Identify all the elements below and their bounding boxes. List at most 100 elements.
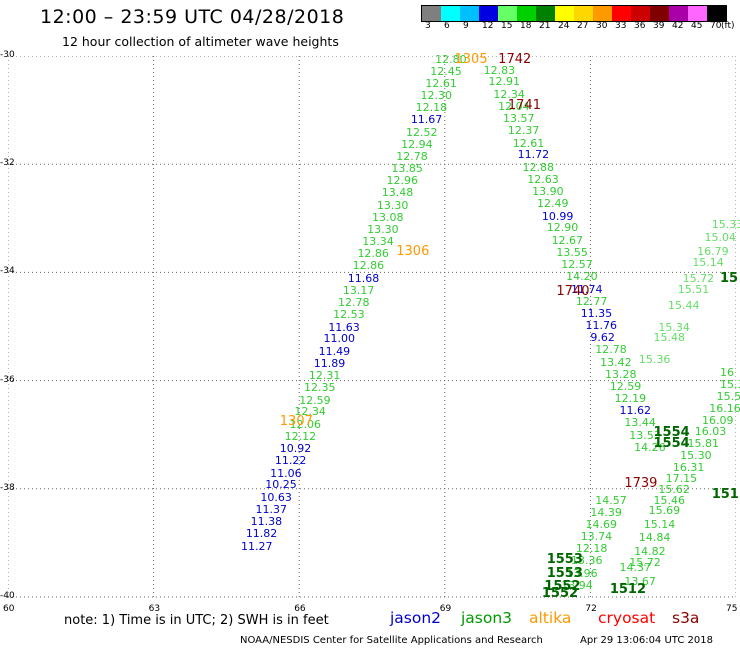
swh-value: 12.63 bbox=[527, 172, 559, 186]
swh-value: 11.27 bbox=[240, 539, 273, 553]
s3a-time-label: 151 bbox=[711, 487, 739, 503]
swh-value: 15.36 bbox=[638, 352, 671, 366]
lon-tick-label: 63 bbox=[148, 604, 161, 614]
swh-value: 11.74 bbox=[570, 282, 603, 296]
swh-value: 11.76 bbox=[585, 318, 618, 332]
swh-value: 15.62 bbox=[658, 482, 690, 496]
swh-value: 14.57 bbox=[595, 493, 627, 507]
swh-value: 12.61 bbox=[425, 77, 457, 91]
swh-value: 12.35 bbox=[304, 381, 336, 395]
colorbar-swatch bbox=[669, 6, 688, 21]
swh-value: 15.44 bbox=[668, 298, 700, 312]
swh-value: 15.30 bbox=[680, 449, 712, 463]
swh-value: 12.18 bbox=[415, 101, 448, 115]
lat-tick-label: -30 bbox=[0, 50, 15, 60]
swh-value: 13.53 bbox=[629, 428, 661, 442]
swh-value: 12.30 bbox=[420, 88, 453, 102]
swh-value: 12.78 bbox=[338, 296, 370, 310]
colorbar-swatch bbox=[536, 6, 555, 21]
swh-value: 12.37 bbox=[507, 124, 540, 138]
colorbar-swatch bbox=[517, 6, 536, 21]
swh-value: 11.38 bbox=[250, 515, 283, 529]
swh-value: 15.14 bbox=[692, 255, 724, 269]
swh-value: 12.19 bbox=[614, 391, 647, 405]
colorbar-tick-label: 18 bbox=[520, 21, 532, 31]
swh-value: 13.28 bbox=[604, 367, 637, 381]
colorbar-swatch bbox=[441, 6, 460, 21]
swh-value: 11.62 bbox=[619, 404, 652, 418]
swh-value: 13.57 bbox=[503, 112, 535, 126]
swh-value: 16.16 bbox=[709, 401, 740, 415]
units-note: note: 1) Time is in UTC; 2) SWH is in fe… bbox=[64, 613, 329, 628]
swh-value: 13.48 bbox=[381, 186, 414, 200]
swh-value: 15.34 bbox=[658, 320, 690, 334]
swh-value: 12.86 bbox=[352, 259, 385, 273]
colorbar-tick-label: 33 bbox=[615, 21, 627, 31]
s3a-time-label: 1552 bbox=[544, 579, 581, 595]
cryosat-time-label: 1742 bbox=[498, 51, 532, 67]
s3a-time-label: 1552 bbox=[541, 586, 579, 602]
colorbar-swatch bbox=[555, 6, 574, 21]
cryosat-time-label: 1740 bbox=[556, 284, 590, 300]
colorbar-swatch bbox=[593, 6, 612, 21]
swh-value: 11.82 bbox=[245, 527, 278, 541]
colorbar-tick-label: 21 bbox=[539, 21, 551, 31]
swh-value: 12.49 bbox=[537, 197, 569, 211]
lon-tick-label: 66 bbox=[294, 604, 306, 614]
swh-value: 15.69 bbox=[648, 504, 681, 518]
swh-value: 12.06 bbox=[289, 417, 321, 431]
swh-value: 12.77 bbox=[575, 294, 608, 308]
swh-value: 12.52 bbox=[405, 125, 438, 139]
swh-value: 11.22 bbox=[274, 454, 307, 468]
swh-value: 13.36 bbox=[570, 554, 603, 568]
colorbar-swatch bbox=[612, 6, 631, 21]
swh-value: 9.62 bbox=[590, 331, 615, 345]
s3a-time-label: 15 bbox=[720, 270, 739, 286]
swh-value: 12.96 bbox=[386, 174, 419, 188]
s3a-time-label: 1553 bbox=[546, 565, 583, 581]
cryosat-time-label: 1741 bbox=[507, 97, 541, 113]
colorbar-tick-label: 36 bbox=[634, 21, 646, 31]
swh-value: 13.67 bbox=[624, 574, 656, 588]
colorbar-unit: (ft) bbox=[721, 21, 735, 31]
page-title: 12:00 – 23:59 UTC 04/28/2018 bbox=[40, 6, 345, 28]
swh-value: 12.83 bbox=[483, 63, 516, 77]
swh-value: 11.72 bbox=[517, 148, 550, 162]
swh-value: 12.34 bbox=[294, 405, 326, 419]
footer-credit: NOAA/NESDIS Center for Satellite Applica… bbox=[240, 635, 543, 646]
swh-value: 11.67 bbox=[410, 113, 443, 127]
swh-value: 11.89 bbox=[313, 356, 346, 370]
colorbar-tick-label: 30 bbox=[596, 21, 608, 31]
swh-value: 16.09 bbox=[702, 413, 734, 427]
colorbar-tick-label: 12 bbox=[482, 21, 494, 31]
swh-value: 12.59 bbox=[299, 393, 331, 407]
swh-value: 12.45 bbox=[430, 64, 462, 78]
legend-cryosat: cryosat bbox=[598, 609, 656, 627]
swh-value: 13.94 bbox=[561, 578, 593, 592]
swh-value: 13.74 bbox=[580, 529, 613, 543]
swh-value: 12.12 bbox=[284, 429, 317, 443]
swh-value: 15.14 bbox=[643, 517, 676, 531]
swh-value: 14.84 bbox=[638, 531, 671, 545]
lat-tick-label: -38 bbox=[0, 482, 15, 493]
swh-value: 11.68 bbox=[347, 271, 380, 285]
swh-value: 14.69 bbox=[585, 517, 618, 531]
swh-value: 14.37 bbox=[619, 561, 652, 575]
swh-value: 11.35 bbox=[580, 306, 613, 320]
swh-value: 12.53 bbox=[333, 308, 365, 322]
colorbar-tick-label: 42 bbox=[672, 21, 684, 31]
swh-value: 11.49 bbox=[318, 344, 351, 358]
swh-value: 15.46 bbox=[653, 493, 685, 507]
colorbar-swatch bbox=[479, 6, 498, 21]
swh-value: 13.30 bbox=[376, 198, 409, 212]
colorbar-tick-label: 9 bbox=[463, 21, 469, 31]
swh-value: 16.03 bbox=[694, 424, 727, 438]
swh-value: 12.90 bbox=[546, 221, 579, 235]
s3a-time-label: 1554 bbox=[653, 424, 690, 440]
swh-value: 13.44 bbox=[624, 416, 656, 430]
swh-value: 10.99 bbox=[541, 209, 574, 223]
swh-value: 12.31 bbox=[308, 369, 341, 383]
legend-jason2: jason2 bbox=[390, 609, 442, 627]
swh-value: 14.26 bbox=[634, 440, 666, 454]
